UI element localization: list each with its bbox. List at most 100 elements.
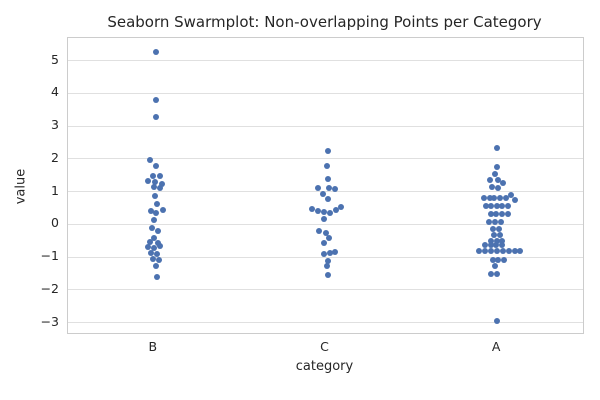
swarm-point [151,193,158,200]
swarm-point [488,237,495,244]
swarm-point [494,202,501,209]
swarm-point [494,164,501,170]
y-tick-label: −3 [40,313,59,329]
swarm-point [494,248,501,255]
y-tick-label: 5 [51,51,59,67]
swarm-point [146,238,153,245]
swarm-point [153,200,160,207]
gridline [68,125,583,127]
x-axis-label: category [295,359,354,374]
x-tick-label: A [491,339,501,354]
swarm-point [319,191,326,198]
swarm-point [488,202,495,209]
swarm-point [494,237,501,244]
swarm-point [315,227,322,234]
swarm-point [325,234,332,241]
swarm-point [492,170,499,177]
swarm-point [495,185,502,192]
swarm-point [337,203,344,210]
swarm-point [314,185,321,192]
swarm-point [159,206,166,213]
swarm-point [331,185,338,192]
swarm-point [331,248,338,255]
swarm-point [152,96,159,103]
swarm-point [156,173,163,180]
gridline [68,191,583,193]
swarm-point [325,184,332,191]
swarm-point [152,263,159,270]
swarm-point [149,172,156,179]
swarm-point [324,147,331,154]
swarm-point [488,248,495,255]
swarm-point [150,235,157,242]
swarm-point [322,229,329,236]
swarm-point [482,242,489,249]
swarm-point [492,218,499,225]
y-tick-label: −1 [40,248,59,264]
swarm-point [147,208,154,215]
swarm-point [152,49,159,56]
swarm-point [489,184,496,191]
swarm-point [144,178,151,185]
swarm-point [152,163,159,170]
swarm-point [147,250,154,257]
y-tick-label: 0 [51,215,59,231]
swarm-point [152,209,159,216]
swarm-point [508,192,515,199]
swarm-point [154,239,161,246]
y-tick-label: 4 [51,84,59,100]
swarm-point [148,224,155,231]
swarm-point [497,195,504,202]
gridline [68,289,583,291]
x-tick-label: C [320,339,329,354]
swarm-point [323,263,330,270]
swarm-point [517,248,524,255]
swarm-point [308,205,315,212]
swarm-point [482,248,489,255]
gridline [68,322,583,324]
swarm-point [500,179,507,186]
swarm-point [491,232,498,239]
swarm-point [496,225,503,232]
swarm-point [490,225,497,232]
swarm-point [506,248,513,255]
x-tick-label: B [148,339,158,354]
swarm-point [499,237,506,244]
swarm-point [498,218,505,225]
swarm-point [499,242,506,249]
swarm-point [150,245,157,252]
swarm-point [488,211,495,218]
swarm-point [494,145,501,151]
swarm-point [499,211,506,218]
swarm-point [320,239,327,246]
swarm-point [320,215,327,222]
swarm-point [500,248,507,255]
gridline [68,92,583,94]
swarm-point [494,318,501,325]
swarm-point [324,257,331,264]
y-tick-label: 2 [51,149,59,165]
swarm-point [326,209,333,216]
gridline [68,256,583,258]
swarm-point [151,179,158,186]
swarm-point [505,211,512,218]
swarm-point [155,257,162,264]
swarm-point [493,242,500,249]
swarm-point [144,244,151,251]
swarm-point [158,181,165,188]
gridline [68,60,583,62]
plot-area [67,37,584,334]
swarm-point [487,195,494,202]
gridline [68,223,583,225]
swarm-point [492,262,499,269]
swarm-point [323,163,330,170]
swarm-point [503,195,510,202]
swarm-point [476,248,483,255]
swarm-point [146,156,153,163]
swarm-point [494,271,501,278]
swarm-point [481,195,488,202]
swarm-point [326,250,333,257]
swarm-point [486,218,493,225]
chart-title: Seaborn Swarmplot: Non-overlapping Point… [107,13,542,31]
gridline [68,158,583,160]
